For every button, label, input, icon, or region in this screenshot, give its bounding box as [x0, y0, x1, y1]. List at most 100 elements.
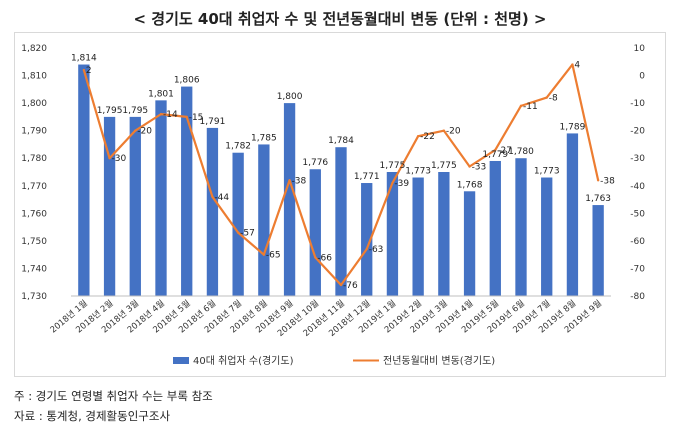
- bar-value-label: 1,776: [302, 158, 328, 168]
- line-value-label: -27: [497, 146, 512, 156]
- line-point: [442, 129, 446, 132]
- y-right-tick-label: 10: [634, 44, 646, 54]
- bar: [103, 116, 116, 296]
- bar-value-label: 1,789: [560, 122, 586, 132]
- y-right-tick-label: 0: [639, 72, 645, 82]
- bar: [335, 147, 347, 296]
- y-left-tick-label: 1,810: [21, 72, 47, 82]
- chart-title: < 경기도 40대 취업자 수 및 전년동월대비 변동 (단위 : 천명) >: [133, 10, 547, 28]
- line-value-label: -39: [394, 179, 409, 189]
- bar-value-label: 1,775: [380, 161, 406, 171]
- line-value-label: -65: [266, 251, 281, 261]
- y-left-tick-label: 1,760: [21, 209, 47, 219]
- y-left-tick-label: 1,730: [21, 292, 47, 302]
- bar-value-label: 1,814: [71, 54, 97, 64]
- bar-value-label: 1,795: [97, 106, 123, 116]
- line-value-label: 4: [574, 61, 580, 71]
- bar: [283, 103, 296, 296]
- line-value-label: -76: [343, 281, 358, 291]
- y-right-tick-label: -60: [630, 237, 645, 247]
- line-point: [416, 134, 420, 138]
- y-left-tick-label: 1,820: [21, 44, 47, 54]
- combo-chart: 1,730 1,740 1,750 1,760 1,770 1,780 1,790 1,800…: [21, 44, 645, 367]
- y-left-tick-label: 1,770: [21, 182, 47, 192]
- line-value-label: -14: [163, 110, 178, 120]
- line-value-label: -22: [420, 132, 435, 142]
- bar-value-label: 1,771: [354, 172, 380, 182]
- line-point: [211, 195, 214, 198]
- line-point: [185, 115, 188, 119]
- line-point: [288, 179, 291, 182]
- line-value-label: -63: [369, 245, 384, 255]
- line-point: [159, 112, 163, 116]
- bar-value-label: 1,773: [405, 167, 431, 177]
- footnote-data-source: 자료 : 통계청, 경제활동인구조사: [14, 409, 171, 423]
- y-left-tick-label: 1,790: [21, 127, 47, 137]
- line-point: [339, 283, 343, 287]
- bar: [258, 144, 270, 296]
- legend-swatch-bars: [173, 357, 189, 364]
- line-point: [236, 231, 240, 234]
- line-value-label: 2: [86, 66, 92, 76]
- bar-value-label: 1,780: [508, 147, 534, 157]
- chart-frame: 1,730 1,740 1,750 1,760 1,770 1,780 1,790 1,800…: [14, 32, 666, 377]
- line-value-label: -66: [317, 253, 332, 263]
- line-point: [314, 256, 317, 259]
- bar: [412, 177, 424, 296]
- y-left-tick-label: 1,750: [21, 237, 47, 247]
- bar-value-label: 1,791: [200, 117, 226, 127]
- bar: [489, 160, 501, 296]
- bar-value-label: 1,782: [225, 142, 251, 152]
- bar-value-label: 1,806: [174, 76, 200, 86]
- bar: [386, 172, 399, 296]
- line-point: [468, 165, 471, 168]
- bar-value-label: 1,768: [457, 180, 483, 190]
- right-axis: -80 -70 -60 -50 -40 -30 -20 -10 0 10: [630, 44, 645, 302]
- bar: [232, 152, 244, 296]
- bar: [129, 116, 141, 296]
- line-series: [82, 63, 600, 287]
- bar: [541, 177, 553, 296]
- chart-legend: 40대 취업자 수(경기도) 전년동월대비 변동(경기도): [173, 354, 495, 367]
- line-value-label: -20: [446, 127, 461, 137]
- line-value-label: -57: [240, 229, 255, 239]
- bar: [181, 86, 193, 296]
- y-right-tick-label: -70: [630, 264, 645, 274]
- line-point: [596, 179, 600, 182]
- legend-label-line: 전년동월대비 변동(경기도): [383, 354, 495, 367]
- bar: [361, 183, 373, 296]
- line-point: [82, 68, 86, 72]
- line-value-label: -44: [214, 193, 229, 203]
- legend-label-bars: 40대 취업자 수(경기도): [193, 354, 294, 367]
- line-point: [134, 129, 137, 132]
- line-point: [108, 157, 111, 160]
- line-point: [391, 181, 394, 185]
- footnote-source-note: 주 : 경기도 연령별 취업자 수는 부록 참조: [14, 389, 213, 403]
- line-point: [519, 104, 523, 108]
- line-point: [494, 148, 497, 152]
- line-point: [545, 96, 548, 99]
- bar: [206, 127, 219, 297]
- y-right-tick-label: -20: [630, 127, 645, 137]
- y-left-tick-label: 1,780: [21, 154, 47, 164]
- left-axis: 1,730 1,740 1,750 1,760 1,770 1,780 1,790 1,800…: [21, 44, 47, 302]
- bar-value-label: 1,775: [431, 161, 457, 171]
- line-value-label: -30: [112, 154, 127, 164]
- bar-value-label: 1,785: [251, 133, 277, 143]
- bar-value-label: 1,773: [534, 167, 560, 177]
- bar: [309, 169, 321, 296]
- y-left-tick-label: 1,740: [21, 264, 47, 274]
- line-value-label: -20: [137, 127, 152, 137]
- y-right-tick-label: -30: [630, 154, 645, 164]
- bar: [78, 64, 90, 297]
- bar: [155, 100, 167, 296]
- bar-value-label: 1,800: [277, 92, 303, 102]
- y-right-tick-label: -80: [630, 292, 645, 302]
- line-value-label: -8: [549, 94, 558, 104]
- line-value-label: -38: [600, 176, 615, 186]
- y-left-tick-label: 1,800: [21, 99, 47, 109]
- bar: [515, 158, 527, 296]
- line-value-label: -38: [292, 176, 307, 186]
